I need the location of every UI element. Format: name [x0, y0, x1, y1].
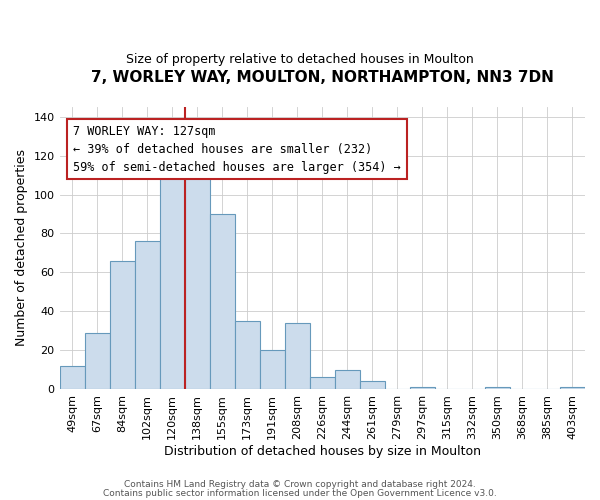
Title: 7, WORLEY WAY, MOULTON, NORTHAMPTON, NN3 7DN: 7, WORLEY WAY, MOULTON, NORTHAMPTON, NN3… — [91, 70, 554, 85]
Text: Contains HM Land Registry data © Crown copyright and database right 2024.: Contains HM Land Registry data © Crown c… — [124, 480, 476, 489]
Y-axis label: Number of detached properties: Number of detached properties — [15, 150, 28, 346]
Bar — [485, 387, 510, 389]
Bar — [185, 175, 209, 389]
Bar — [410, 387, 435, 389]
Text: 7 WORLEY WAY: 127sqm
← 39% of detached houses are smaller (232)
59% of semi-deta: 7 WORLEY WAY: 127sqm ← 39% of detached h… — [73, 124, 401, 174]
Bar — [235, 321, 260, 389]
Bar — [260, 350, 285, 389]
Text: Contains public sector information licensed under the Open Government Licence v3: Contains public sector information licen… — [103, 489, 497, 498]
X-axis label: Distribution of detached houses by size in Moulton: Distribution of detached houses by size … — [164, 444, 481, 458]
Bar — [360, 381, 385, 389]
Bar — [310, 378, 335, 389]
Bar — [209, 214, 235, 389]
Bar — [85, 332, 110, 389]
Bar — [134, 241, 160, 389]
Bar — [285, 323, 310, 389]
Bar — [160, 175, 185, 389]
Bar — [335, 370, 360, 389]
Text: Size of property relative to detached houses in Moulton: Size of property relative to detached ho… — [126, 52, 474, 66]
Bar — [560, 387, 585, 389]
Bar — [59, 366, 85, 389]
Bar — [110, 260, 134, 389]
